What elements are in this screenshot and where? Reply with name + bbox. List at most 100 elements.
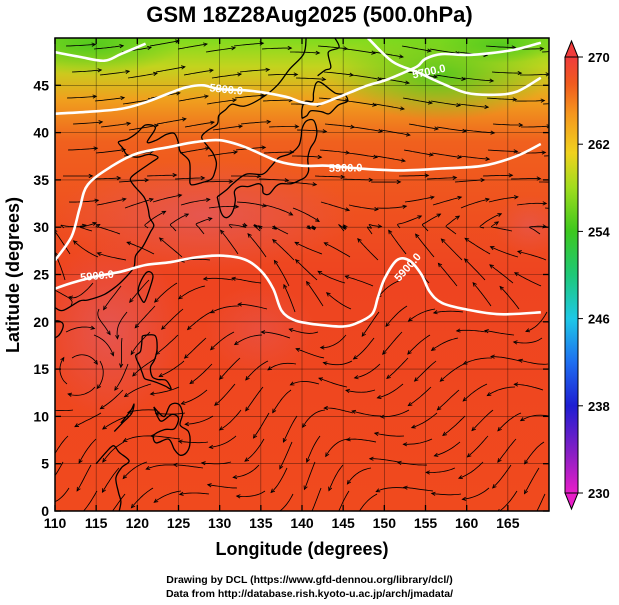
streamline-arrowhead [373,431,379,436]
x-tick-label: 140 [290,515,314,531]
coastline-segment [95,445,130,511]
streamline-arrowhead [382,350,387,355]
wind-streamline [207,484,238,489]
wind-streamline [67,147,98,151]
streamline-arrowhead [462,128,468,133]
streamline-arrowhead [51,456,54,460]
wind-streamline [208,206,239,209]
streamline-arrowhead [508,173,514,178]
wind-streamline [498,490,518,511]
streamline-arrowhead [172,173,178,178]
wind-streamline [292,207,320,222]
streamline-arrowhead [60,356,65,362]
streamline-arrowhead [321,77,327,82]
wind-streamline [433,310,464,314]
wind-streamline [103,285,122,310]
wind-streamline [380,409,410,418]
wind-streamline [460,198,490,209]
streamline-arrowhead [497,458,502,463]
wind-streamline [130,331,151,355]
wind-streamline [403,438,433,445]
streamline-arrowhead [245,375,250,381]
y-tick-label: 20 [33,314,49,330]
streamline-arrowhead [322,361,328,366]
wind-streamline [317,270,346,284]
wind-streamline [411,412,438,429]
wind-streamline [149,40,179,47]
streamline-arrowhead [306,280,311,286]
wind-streamline [373,51,404,58]
axis-ticks: 110 115 120 125 130 135 140 145 150 155 160 165 0 5 10… [33,38,549,531]
x-tick-label: 110 [44,515,67,531]
y-tick-label: 10 [33,408,49,424]
streamline-arrowhead [317,154,323,160]
streamline-arrowhead [279,464,284,470]
streamline-arrowhead [484,104,490,109]
wind-streamline [177,43,208,50]
y-tick-label: 45 [33,77,49,93]
x-tick-label: 160 [455,515,479,531]
wind-streamline [342,178,373,181]
wind-streamline [435,74,466,80]
wind-streamline [161,308,184,330]
x-tick-label: 150 [373,515,397,531]
wind-streamline [261,47,292,50]
wind-streamline [120,337,123,368]
streamline-arrowhead [303,485,308,491]
streamline-arrowhead [238,124,244,129]
wind-streamline [539,181,549,183]
wind-streamline [514,272,542,287]
streamline-arrowhead [282,437,287,443]
wind-streamline [116,311,128,339]
streamline-arrowhead [323,405,328,411]
streamline-arrowhead [346,479,352,485]
wind-streamline [245,360,269,381]
wind-streamline [429,48,460,54]
streamline-arrowhead [237,302,242,307]
wind-streamline [347,467,372,485]
streamline-arrowhead [260,330,266,335]
wind-streamline [445,215,460,235]
wind-streamline [408,308,436,322]
wind-streamline [295,259,318,281]
wind-streamline [464,129,495,134]
streamline-arrowhead [145,466,151,470]
streamline-arrowhead [463,258,469,263]
streamline-arrowhead [101,488,106,494]
wind-streamline [183,69,214,76]
streamline-arrowhead [106,330,111,336]
wind-streamline [484,330,515,336]
streamline-arrowhead [377,76,383,82]
wind-streamline [454,179,485,183]
wind-streamline [458,461,484,479]
streamline-arrowhead [375,488,381,493]
streamline-arrowhead [270,488,276,494]
streamline-arrowhead [492,483,497,489]
credit-line-data: Data from http://database.rish.kyoto-u.a… [165,588,454,600]
streamline-arrowhead [436,406,442,411]
streamline-arrowhead [511,45,517,50]
wind-streamline [127,72,158,79]
streamline-arrowhead [161,210,167,215]
wind-streamline [83,490,98,511]
streamline-arrowhead [120,95,126,101]
wind-streamline [253,224,263,232]
wind-streamline [272,225,289,235]
wind-streamline [122,461,148,479]
wind-streamline [169,213,189,232]
wind-streamline [320,334,347,349]
wind-streamline [348,204,379,210]
y-tick-label: 40 [33,125,49,141]
streamline-arrowhead [540,98,546,103]
streamline-arrowhead [417,215,423,220]
wind-streamline [463,77,494,82]
wind-streamline [467,435,489,458]
streamline-arrowhead [96,384,102,390]
wind-streamline [306,435,321,463]
streamline-arrowhead [242,222,248,227]
streamline-arrowhead [126,409,132,414]
wind-streamline [68,386,96,396]
streamline-arrowhead [287,45,293,51]
streamline-arrowhead [402,442,408,447]
y-tick-label: 5 [41,456,49,472]
